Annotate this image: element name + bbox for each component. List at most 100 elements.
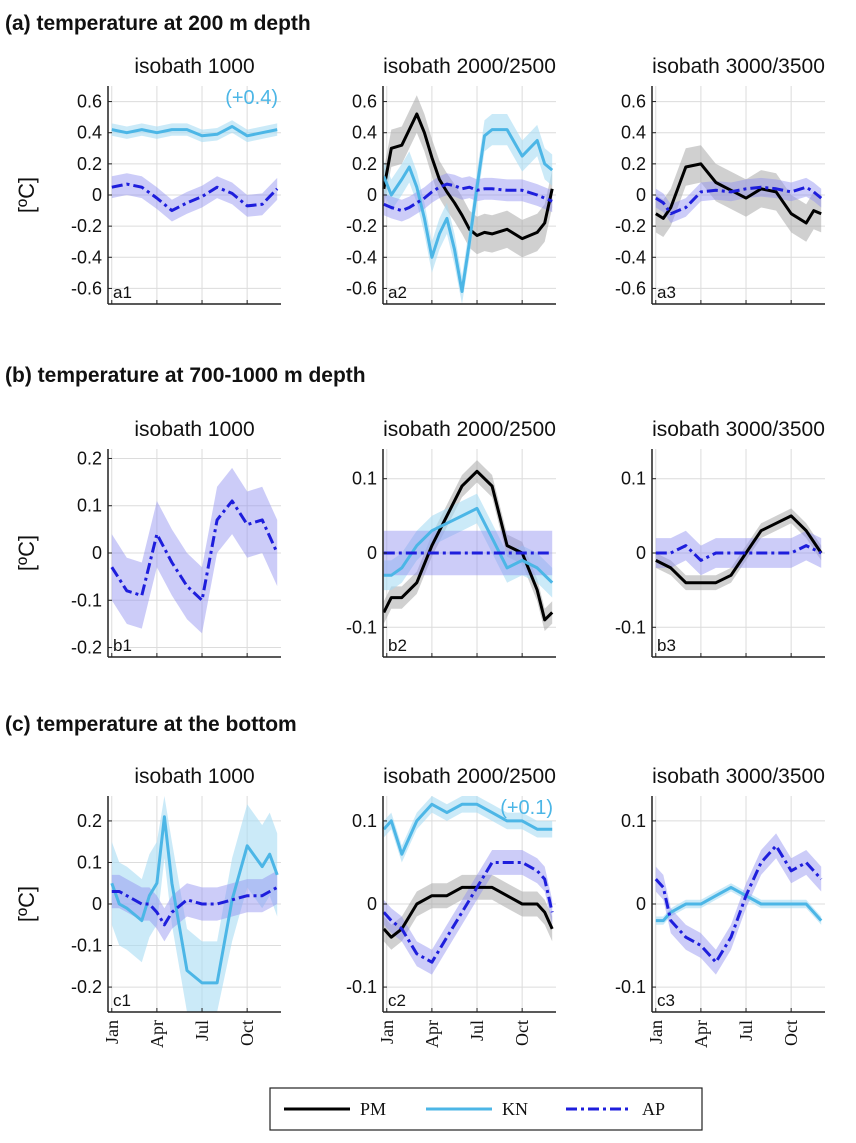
panel-label: b3 <box>657 636 676 655</box>
section-c-title: (c) temperature at the bottom <box>5 713 297 736</box>
ytick-label: 0.6 <box>77 92 102 112</box>
month-label: Jul <box>467 1020 487 1041</box>
ytick-label: 0 <box>367 894 377 914</box>
panel-label: c3 <box>657 991 675 1010</box>
ytick-label: 0.4 <box>621 123 646 143</box>
series-line-PM <box>382 885 554 939</box>
ytick-label: 0.2 <box>621 154 646 174</box>
panel-title: isobath 3000/3500 <box>652 418 825 441</box>
band-KN <box>383 493 553 598</box>
series-line-AP <box>110 499 279 602</box>
band-AP <box>383 173 553 222</box>
ytick-label: -0.1 <box>346 977 377 997</box>
ytick-label: 0.2 <box>352 154 377 174</box>
panel-b1: 0.2 0.1 0 -0.1 -0.2 isobath 1000 b1 [ºC] <box>14 418 281 658</box>
month-label: Oct <box>237 1020 257 1046</box>
ylabel: [ºC] <box>14 177 39 213</box>
series-line-AP <box>655 544 822 562</box>
series-line-KN <box>655 885 823 923</box>
ytick-label: -0.1 <box>615 617 646 637</box>
ytick-label: 0 <box>367 543 377 563</box>
ytick-label: 0.4 <box>352 123 377 143</box>
panel-b2: 0.1 0 -0.1 isobath 2000/2500 b2 <box>346 418 556 658</box>
panel-a3: 0.6 0.4 0.2 0 -0.2 -0.4 -0.6 isobath 3000/3500 a… <box>615 55 825 305</box>
ytick-label: 0 <box>92 185 102 205</box>
series-line-AP <box>654 844 823 964</box>
series-line-AP <box>655 185 823 216</box>
ytick-label: 0.1 <box>352 469 377 489</box>
ytick-label: -0.6 <box>71 278 102 298</box>
offset-note: (+0.1) <box>500 797 553 819</box>
panel-c3: 0.1 0 -0.1 isobath 3000/3500 c3 Jan Apr Jul Oct <box>615 765 825 1048</box>
series-line-AP <box>111 886 278 927</box>
series-line-KN <box>111 125 278 138</box>
ytick-label: 0.1 <box>621 811 646 831</box>
ytick-label: -0.2 <box>71 638 102 658</box>
ytick-label: -0.2 <box>71 216 102 236</box>
panel-c1: 0.2 0.1 0 -0.1 -0.2 isobath 1000 c1 [ºC] Jan Apr J… <box>14 765 281 1048</box>
band-PM <box>655 508 822 591</box>
ylabel: [ºC] <box>14 535 39 571</box>
ytick-label: 0.1 <box>77 852 102 872</box>
panel-label: a1 <box>113 283 132 302</box>
series-line-AP <box>111 182 279 213</box>
legend-label-PM: PM <box>360 1099 386 1119</box>
month-label: Jan <box>646 1020 666 1044</box>
panel-label: b1 <box>113 636 132 655</box>
ytick-label: 0 <box>636 894 646 914</box>
legend-label-KN: KN <box>502 1099 528 1119</box>
ytick-label: 0 <box>92 543 102 563</box>
month-label: Apr <box>147 1020 167 1048</box>
series-line-PM <box>382 112 554 241</box>
ytick-label: -0.6 <box>346 278 377 298</box>
ytick-label: -0.2 <box>615 216 646 236</box>
series-line-PM <box>382 469 554 622</box>
month-label: Apr <box>691 1020 711 1048</box>
series-line-KN <box>382 802 553 856</box>
panel-label: c1 <box>113 991 131 1010</box>
panel-a2: 0.6 0.4 0.2 0 -0.2 -0.4 -0.6 isobath 2000/2500 a… <box>346 55 556 305</box>
ytick-label: -0.1 <box>71 936 102 956</box>
series-line-KN <box>383 506 554 584</box>
panel-title: isobath 2000/2500 <box>383 418 556 441</box>
offset-note: (+0.4) <box>225 87 278 109</box>
series-line-PM <box>655 162 822 225</box>
month-label: Apr <box>422 1020 442 1048</box>
panel-title: isobath 1000 <box>134 418 254 441</box>
panel-title: isobath 2000/2500 <box>383 55 556 78</box>
ytick-label: 0 <box>636 185 646 205</box>
panel-a1: 0.6 0.4 0.2 0 -0.2 -0.4 -0.6 isobath 1000 a1 (+0.… <box>14 55 281 305</box>
ytick-label: -0.2 <box>71 977 102 997</box>
ytick-label: -0.1 <box>71 590 102 610</box>
section-a-title: (a) temperature at 200 m depth <box>5 12 311 35</box>
band-KN <box>111 796 278 1012</box>
series-line-PM <box>655 514 823 585</box>
ytick-label: -0.1 <box>346 617 377 637</box>
month-label: Jan <box>102 1020 122 1044</box>
series-line-KN <box>110 815 279 985</box>
series-line-KN <box>382 128 554 293</box>
panel-title: isobath 1000 <box>134 55 254 78</box>
ytick-label: 0 <box>92 894 102 914</box>
panel-title: isobath 2000/2500 <box>383 765 556 788</box>
band-AP <box>111 467 278 634</box>
ytick-label: -0.4 <box>71 247 102 267</box>
ytick-label: 0.2 <box>77 154 102 174</box>
ylabel: [ºC] <box>14 886 39 922</box>
ytick-label: 0.1 <box>352 811 377 831</box>
series-line-AP <box>382 861 554 964</box>
panel-title: isobath 3000/3500 <box>652 765 825 788</box>
panel-label: a2 <box>388 283 407 302</box>
band-KN <box>383 114 553 304</box>
ytick-label: -0.4 <box>615 247 646 267</box>
ytick-label: 0.4 <box>77 123 102 143</box>
month-label: Jul <box>736 1020 756 1041</box>
panel-c2: 0.1 0 -0.1 isobath 2000/2500 c2 (+0.1) Jan Apr J… <box>346 765 556 1048</box>
legend-label-AP: AP <box>642 1099 665 1119</box>
ytick-label: -0.2 <box>346 216 377 236</box>
month-label: Oct <box>512 1020 532 1046</box>
panel-label: a3 <box>657 283 676 302</box>
band-PM <box>383 874 553 950</box>
section-b-title: (b) temperature at 700-1000 m depth <box>5 364 366 387</box>
panel-title: isobath 3000/3500 <box>652 55 825 78</box>
